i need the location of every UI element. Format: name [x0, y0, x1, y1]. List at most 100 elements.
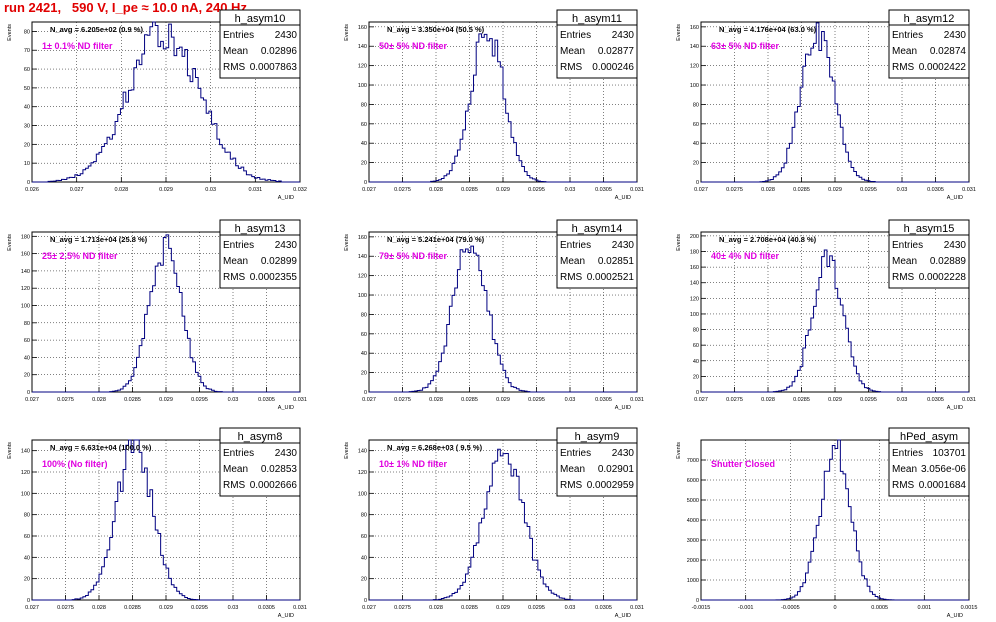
stats-label-rms: RMS — [560, 480, 583, 491]
y-tick-label: 40 — [24, 355, 30, 361]
histogram-panel-h_asym9: 0.027 0.0275 0.028 0.0285 0.029 0.0295 0.03 0.0… — [344, 427, 644, 619]
y-tick-label: 0 — [696, 390, 699, 396]
x-tick-label: 0.03 — [897, 397, 908, 403]
x-tick-label: 0.028 — [429, 187, 443, 193]
x-tick-label: 0.03 — [565, 187, 576, 193]
x-tick-label: 0.0305 — [595, 605, 612, 611]
x-tick-label: 0.0305 — [258, 605, 275, 611]
y-tick-label: 140 — [21, 449, 30, 455]
x-tick-label: 0.0305 — [258, 397, 275, 403]
y-tick-label: 7000 — [687, 458, 699, 464]
y-tick-label: 60 — [693, 343, 699, 349]
x-tick-label: 0.028 — [92, 605, 106, 611]
x-tick-label: 0.031 — [630, 397, 644, 403]
x-tick-label: 0.03 — [565, 605, 576, 611]
stats-label-entries: Entries — [223, 30, 254, 41]
x-tick-label: 0.001 — [917, 605, 931, 611]
y-tick-label: 20 — [693, 161, 699, 167]
stats-value-entries: 2430 — [944, 240, 967, 251]
x-tick-label: 0.03 — [897, 187, 908, 193]
x-axis-label: A_UID — [947, 195, 963, 201]
x-tick-label: 0.029 — [496, 605, 510, 611]
y-tick-label: 1000 — [687, 578, 699, 584]
y-axis-label: Events — [344, 234, 350, 251]
y-tick-label: 100 — [21, 491, 30, 497]
histogram-name: h_asym8 — [238, 431, 283, 443]
x-tick-label: 0.0295 — [528, 187, 545, 193]
x-tick-label: 0.0275 — [57, 605, 74, 611]
y-tick-label: 80 — [361, 102, 367, 108]
x-tick-label: 0.0275 — [394, 187, 411, 193]
y-tick-label: 80 — [361, 513, 367, 519]
y-tick-label: 60 — [361, 122, 367, 128]
y-tick-label: 100 — [690, 312, 699, 318]
x-tick-label: 0.031 — [293, 605, 307, 611]
x-tick-label: 0.03 — [228, 605, 239, 611]
stats-box — [888, 9, 970, 79]
x-axis-label: A_UID — [615, 405, 631, 411]
x-axis-label: A_UID — [278, 613, 294, 619]
n-avg-label: N_avg = 1.713e+04 (25.8 %) — [50, 235, 148, 244]
y-tick-label: 120 — [21, 286, 30, 292]
x-tick-label: 0.027 — [694, 397, 708, 403]
y-tick-label: 120 — [358, 470, 367, 476]
y-tick-label: 80 — [693, 328, 699, 334]
stats-label-mean: Mean — [560, 464, 585, 475]
filter-label: 63± 5% ND filter — [711, 41, 779, 51]
x-tick-label: 0.0275 — [394, 605, 411, 611]
y-tick-label: 120 — [358, 274, 367, 280]
stats-label-rms: RMS — [560, 62, 583, 73]
y-axis-label: Events — [7, 24, 13, 41]
stats-label-rms: RMS — [223, 480, 246, 491]
x-tick-label: 0.032 — [293, 187, 307, 193]
stats-value-mean: 0.02889 — [930, 256, 967, 267]
histogram-name: h_asym11 — [572, 13, 622, 25]
n-avg-label: N_avg = 6.631e+04 (100.0 %) — [50, 443, 152, 452]
stats-label-entries: Entries — [560, 448, 591, 459]
stats-value-entries: 2430 — [275, 448, 298, 459]
x-axis-label: A_UID — [278, 405, 294, 411]
y-tick-label: 80 — [24, 513, 30, 519]
stats-value-rms: 0.0002228 — [919, 272, 967, 283]
stats-value-mean: 0.02851 — [598, 256, 635, 267]
histogram-panel-h_asym15: 0.027 0.0275 0.028 0.0285 0.029 0.0295 0.03 0.0… — [676, 219, 976, 411]
stats-value-rms: 0.0002521 — [587, 272, 635, 283]
histogram-name: h_asym13 — [235, 223, 286, 235]
stats-value-entries: 2430 — [612, 240, 635, 251]
y-tick-label: 140 — [690, 281, 699, 287]
x-tick-label: 0.028 — [429, 605, 443, 611]
x-tick-label: 0.0295 — [860, 397, 877, 403]
y-tick-label: 60 — [24, 534, 30, 540]
stats-value-mean: 0.02899 — [261, 256, 298, 267]
x-tick-label: 0.0285 — [461, 397, 478, 403]
y-tick-label: 20 — [361, 577, 367, 583]
y-tick-label: 20 — [24, 577, 30, 583]
y-axis-label: Events — [676, 24, 682, 41]
x-tick-label: 0.029 — [828, 397, 842, 403]
y-tick-label: 60 — [24, 338, 30, 344]
stats-label-rms: RMS — [892, 480, 915, 491]
x-axis-label: A_UID — [947, 613, 963, 619]
stats-box — [219, 219, 301, 289]
y-tick-label: 20 — [361, 161, 367, 167]
filter-label: 40± 4% ND filter — [711, 251, 779, 261]
y-tick-label: 140 — [358, 449, 367, 455]
stats-label-entries: Entries — [892, 240, 923, 251]
histogram-panel-h_asym8: 0.027 0.0275 0.028 0.0285 0.029 0.0295 0.03 0.0… — [7, 427, 307, 619]
stats-label-entries: Entries — [223, 448, 254, 459]
x-tick-label: 0.029 — [828, 187, 842, 193]
stats-value-rms: 0.0002666 — [250, 480, 298, 491]
stats-value-entries: 2430 — [275, 240, 298, 251]
stats-value-mean: 0.02896 — [261, 46, 298, 57]
stats-box — [219, 9, 301, 79]
y-tick-label: 80 — [24, 29, 30, 35]
x-tick-label: 0.0005 — [871, 605, 888, 611]
stats-value-mean: 0.02901 — [598, 464, 635, 475]
stats-value-rms: 0.0002959 — [587, 480, 635, 491]
x-tick-label: 0.03 — [205, 187, 216, 193]
histogram-panel-h_asym10: 0.026 0.027 0.028 0.029 0.03 0.031 0.032 0 10 20 3… — [7, 9, 307, 201]
stats-value-entries: 2430 — [944, 30, 967, 41]
x-tick-label: 0.03 — [565, 397, 576, 403]
x-tick-label: 0.0285 — [461, 187, 478, 193]
filter-label: 25± 2.5% ND filter — [42, 251, 118, 261]
